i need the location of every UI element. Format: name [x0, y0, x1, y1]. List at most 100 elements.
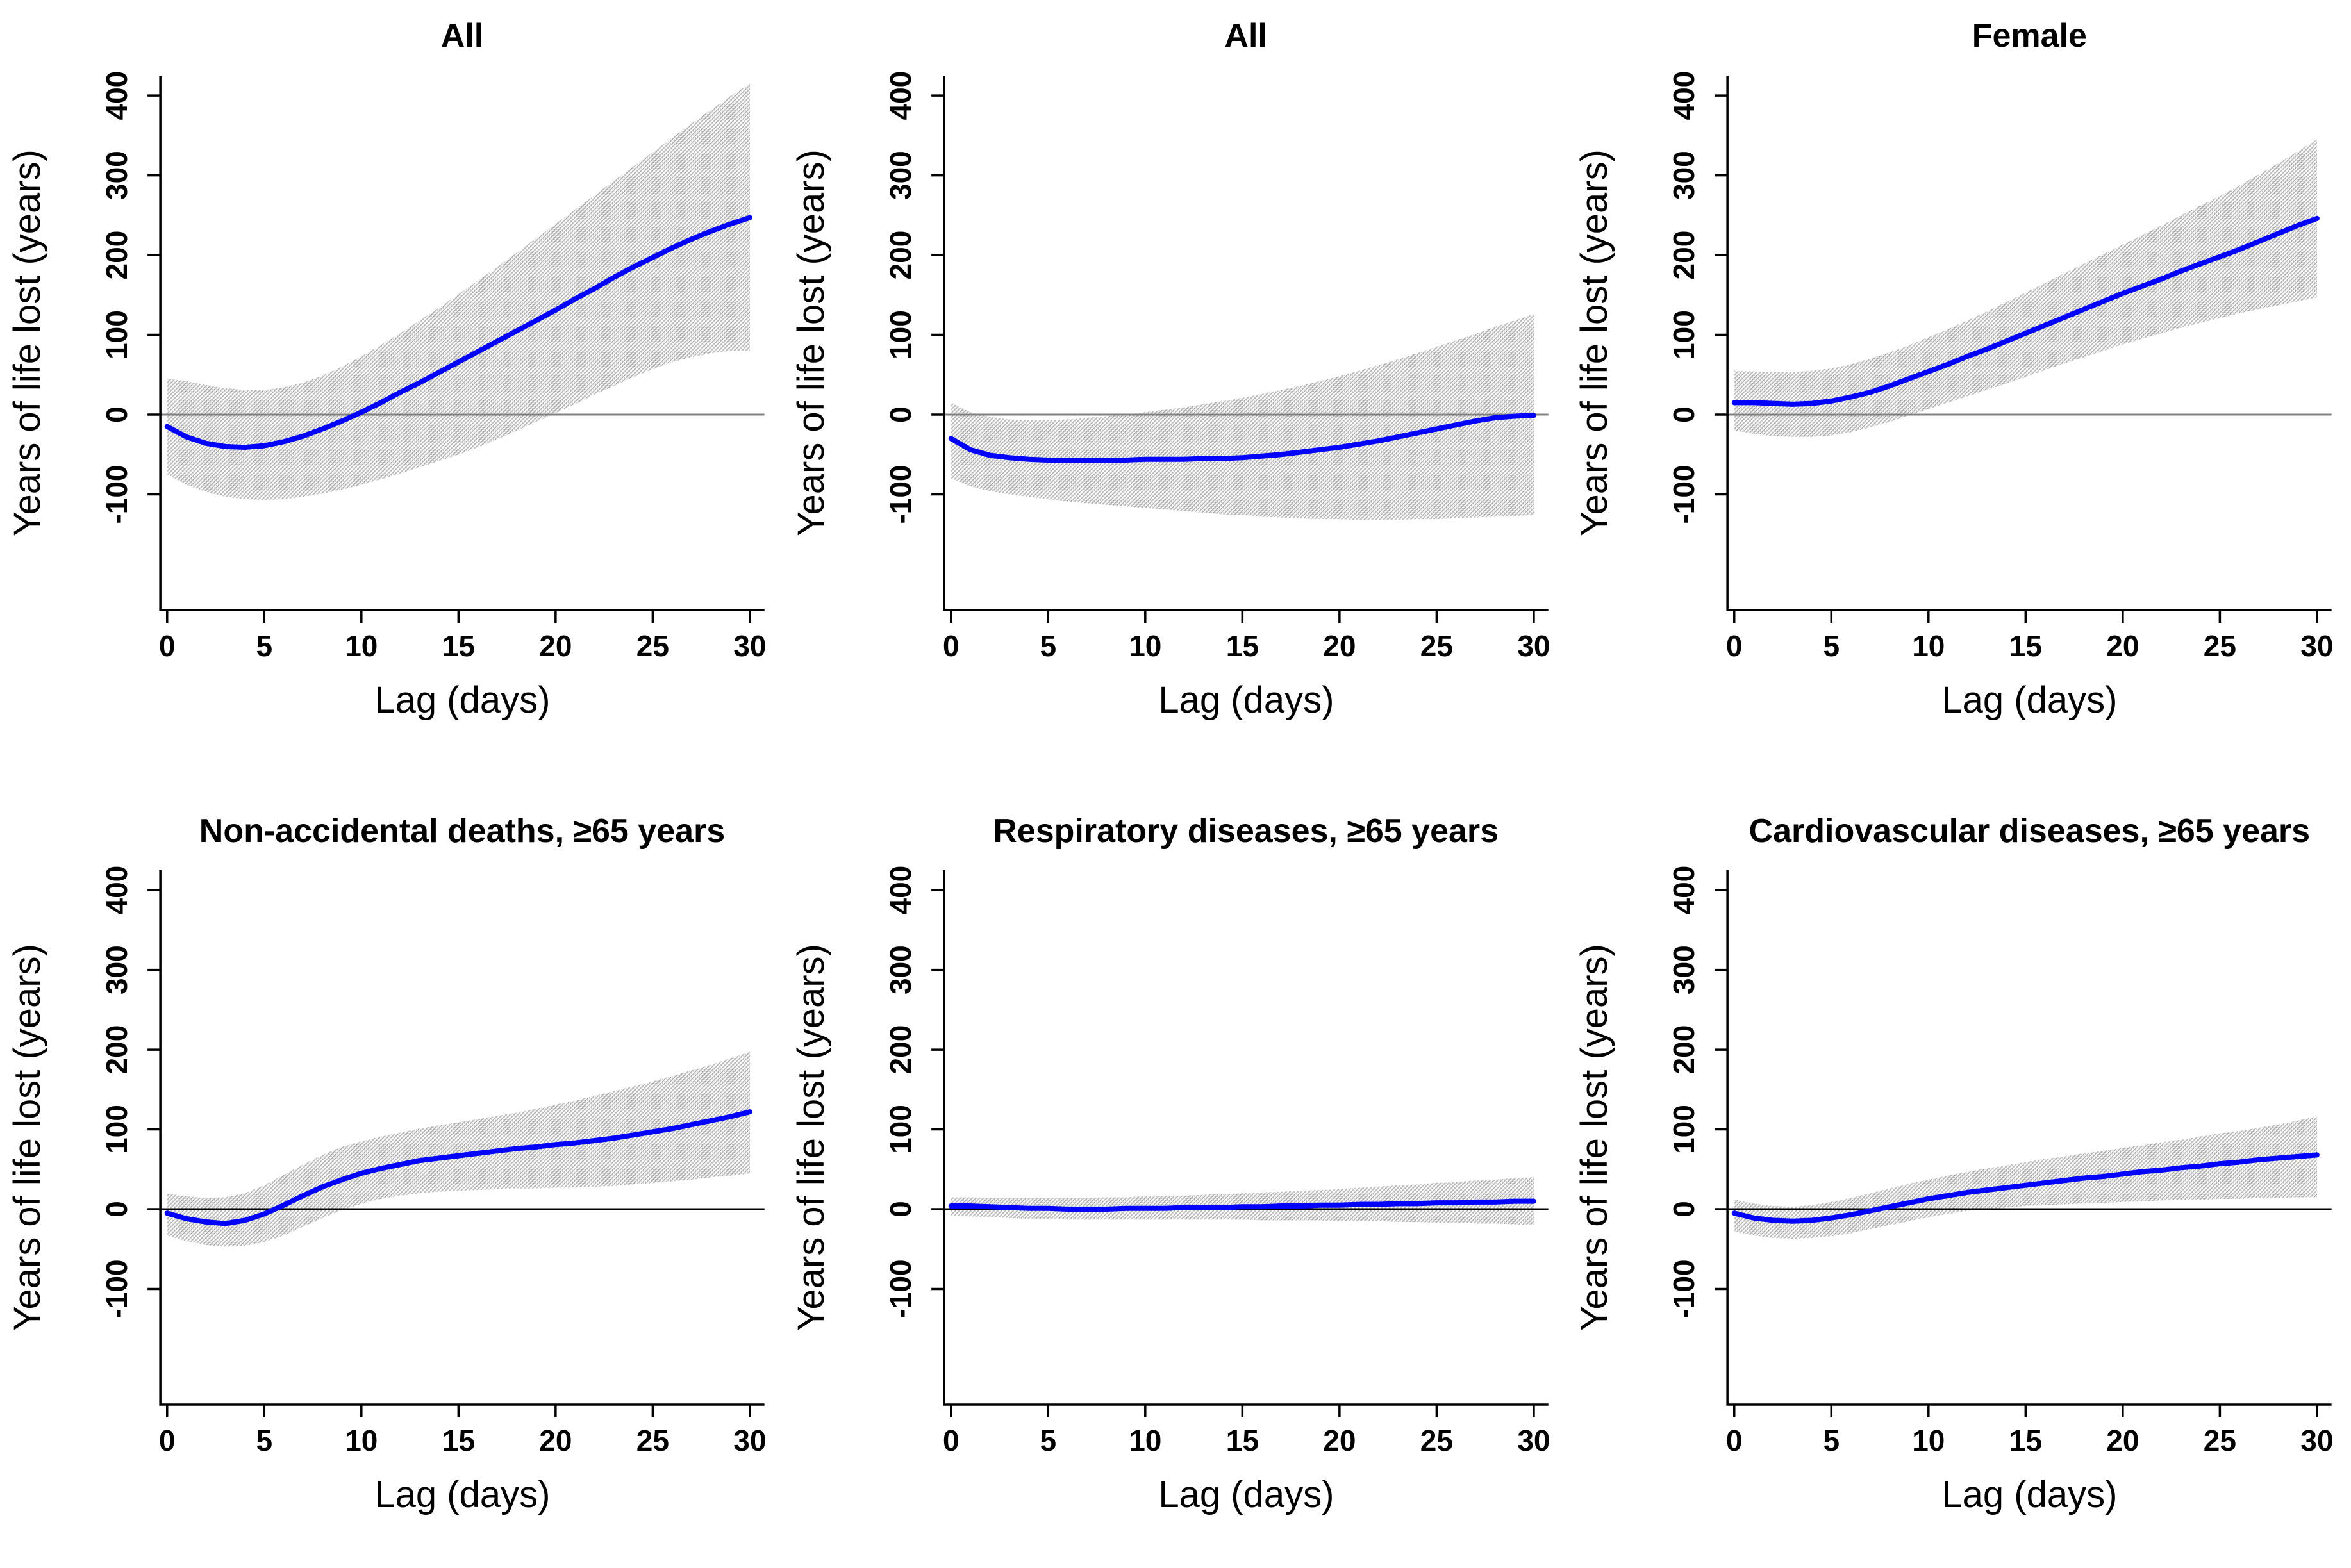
x-tick-label: 0 [159, 629, 176, 663]
axes [1726, 870, 2332, 1406]
y-tick-label: 400 [1667, 71, 1700, 120]
y-tick-label: -100 [1667, 465, 1700, 524]
y-tick-label: 200 [100, 231, 133, 280]
panel-title: Cardiovascular diseases, ≥65 years [1749, 813, 2311, 850]
y-tick-label: -100 [884, 465, 917, 524]
x-tick-label: 30 [733, 1424, 766, 1457]
estimate-line [948, 1198, 1536, 1212]
y-tick-label: 200 [884, 231, 917, 280]
x-tick-label: 20 [1323, 1424, 1356, 1457]
x-axis-label: Lag (days) [1158, 1474, 1334, 1515]
x-tick-label: 15 [442, 1424, 475, 1457]
axes [1726, 76, 2332, 611]
estimate-line [1732, 1152, 2320, 1224]
axes [943, 870, 1549, 1406]
y-tick-label: 0 [1667, 1201, 1700, 1217]
y-tick-label: 200 [100, 1025, 133, 1075]
panel-cardiovascular-65plus: Cardiovascular diseases, ≥65 years -100 0… [1567, 759, 2351, 1568]
x-tick-label: 15 [2009, 629, 2042, 663]
confidence-band [167, 1052, 750, 1247]
y-tick-label: 200 [1667, 1025, 1700, 1075]
x-tick-label: 10 [1913, 1424, 1945, 1457]
y-tick-label: 300 [1667, 945, 1700, 994]
x-tick-label: 5 [1040, 1424, 1056, 1457]
estimate-line [1732, 215, 2320, 407]
y-tick-label: 400 [884, 866, 917, 915]
y-axis-label: Years of life lost (years) [790, 149, 832, 536]
y-axis-label: Years of life lost (years) [6, 944, 48, 1331]
x-tick-label: 0 [943, 1424, 960, 1457]
chart-canvas: -100 0 100 200 300 400 0 5 10 15 20 25 30 Lag (days) Y… [1574, 866, 2334, 1515]
panel-female: Female -100 0 100 200 300 400 0 5 10 15 20 25 30 Lag … [1567, 0, 2351, 759]
x-tick-label: 30 [733, 629, 766, 663]
y-tick-label: 100 [884, 310, 917, 359]
y-tick-label: 0 [884, 406, 917, 423]
x-tick-label: 30 [2301, 629, 2334, 663]
y-tick-label: 100 [1667, 310, 1700, 359]
x-tick-label: 5 [1040, 629, 1056, 663]
x-tick-label: 25 [2204, 1424, 2236, 1457]
panel-title: Respiratory diseases, ≥65 years [993, 813, 1499, 850]
y-tick-label: 0 [1667, 406, 1700, 423]
x-axis-label: Lag (days) [1158, 679, 1334, 721]
confidence-band [1734, 139, 2318, 437]
chart-canvas: -100 0 100 200 300 400 0 5 10 15 20 25 30 Lag (days) Y… [6, 866, 766, 1515]
x-tick-label: 20 [539, 629, 572, 663]
x-tick-label: 0 [159, 1424, 176, 1457]
chart-canvas: -100 0 100 200 300 400 0 5 10 15 20 25 30 Lag (days) Y… [790, 866, 1550, 1515]
y-tick-label: 400 [100, 71, 133, 120]
panel-all-secondary: All -100 0 100 200 300 400 0 5 10 15 20 25 30 Lag (da… [783, 0, 1568, 759]
y-tick-label: -100 [884, 1259, 917, 1318]
x-tick-label: 30 [2301, 1424, 2334, 1457]
y-axis-label: Years of life lost (years) [1574, 149, 1615, 536]
x-tick-label: 15 [1225, 1424, 1258, 1457]
chart-canvas: -100 0 100 200 300 400 0 5 10 15 20 25 30 Lag (days) Y… [790, 71, 1550, 721]
panel-nonaccidental-65plus: Non-accidental deaths, ≥65 years -100 0 10… [0, 759, 784, 1568]
panel-title: All [1224, 17, 1267, 54]
x-tick-label: 0 [1726, 629, 1743, 663]
y-tick-label: 0 [100, 1201, 133, 1217]
x-tick-label: 30 [1517, 1424, 1550, 1457]
y-tick-label: 400 [1667, 866, 1700, 915]
axes [159, 870, 765, 1406]
chart-canvas: -100 0 100 200 300 400 0 5 10 15 20 25 30 Lag (days) Y… [1574, 71, 2334, 721]
x-tick-label: 5 [1823, 629, 1840, 663]
y-tick-label: 100 [100, 1105, 133, 1154]
y-axis-label: Years of life lost (years) [790, 944, 832, 1331]
x-tick-label: 15 [2009, 1424, 2042, 1457]
x-tick-label: 30 [1517, 629, 1550, 663]
panel-all-total: All -100 0 100 200 300 400 0 5 10 15 20 25 30 Lag (da… [0, 0, 784, 759]
y-tick-label: 100 [1667, 1105, 1700, 1154]
x-axis-label: Lag (days) [1942, 1474, 2118, 1515]
x-tick-label: 10 [1913, 629, 1945, 663]
panel-title: Female [1972, 17, 2087, 54]
x-tick-label: 25 [1420, 629, 1452, 663]
x-tick-label: 15 [442, 629, 475, 663]
x-tick-label: 10 [345, 1424, 378, 1457]
panel-respiratory-65plus: Respiratory diseases, ≥65 years -100 0 100… [783, 759, 1568, 1568]
y-tick-label: 300 [884, 945, 917, 994]
confidence-band [167, 83, 750, 500]
x-tick-label: 10 [1129, 1424, 1161, 1457]
confidence-band [951, 314, 1534, 520]
y-tick-label: -100 [100, 1259, 133, 1318]
y-tick-label: 400 [884, 71, 917, 120]
y-tick-label: 0 [100, 406, 133, 423]
y-tick-label: 0 [884, 1201, 917, 1217]
x-tick-label: 5 [256, 629, 272, 663]
x-tick-label: 20 [1323, 629, 1356, 663]
y-tick-label: 100 [884, 1105, 917, 1154]
y-tick-label: 100 [100, 310, 133, 359]
x-axis-label: Lag (days) [374, 679, 550, 721]
estimate-line [164, 1109, 752, 1226]
x-tick-label: 5 [256, 1424, 272, 1457]
y-axis-label: Years of life lost (years) [6, 149, 48, 536]
x-tick-label: 25 [636, 1424, 669, 1457]
y-tick-label: 300 [100, 151, 133, 200]
estimate-line [948, 413, 1536, 463]
y-tick-label: 200 [1667, 231, 1700, 280]
panel-title: Non-accidental deaths, ≥65 years [199, 813, 726, 850]
x-tick-label: 20 [2107, 1424, 2139, 1457]
axes [159, 76, 765, 611]
y-tick-label: -100 [1667, 1259, 1700, 1318]
